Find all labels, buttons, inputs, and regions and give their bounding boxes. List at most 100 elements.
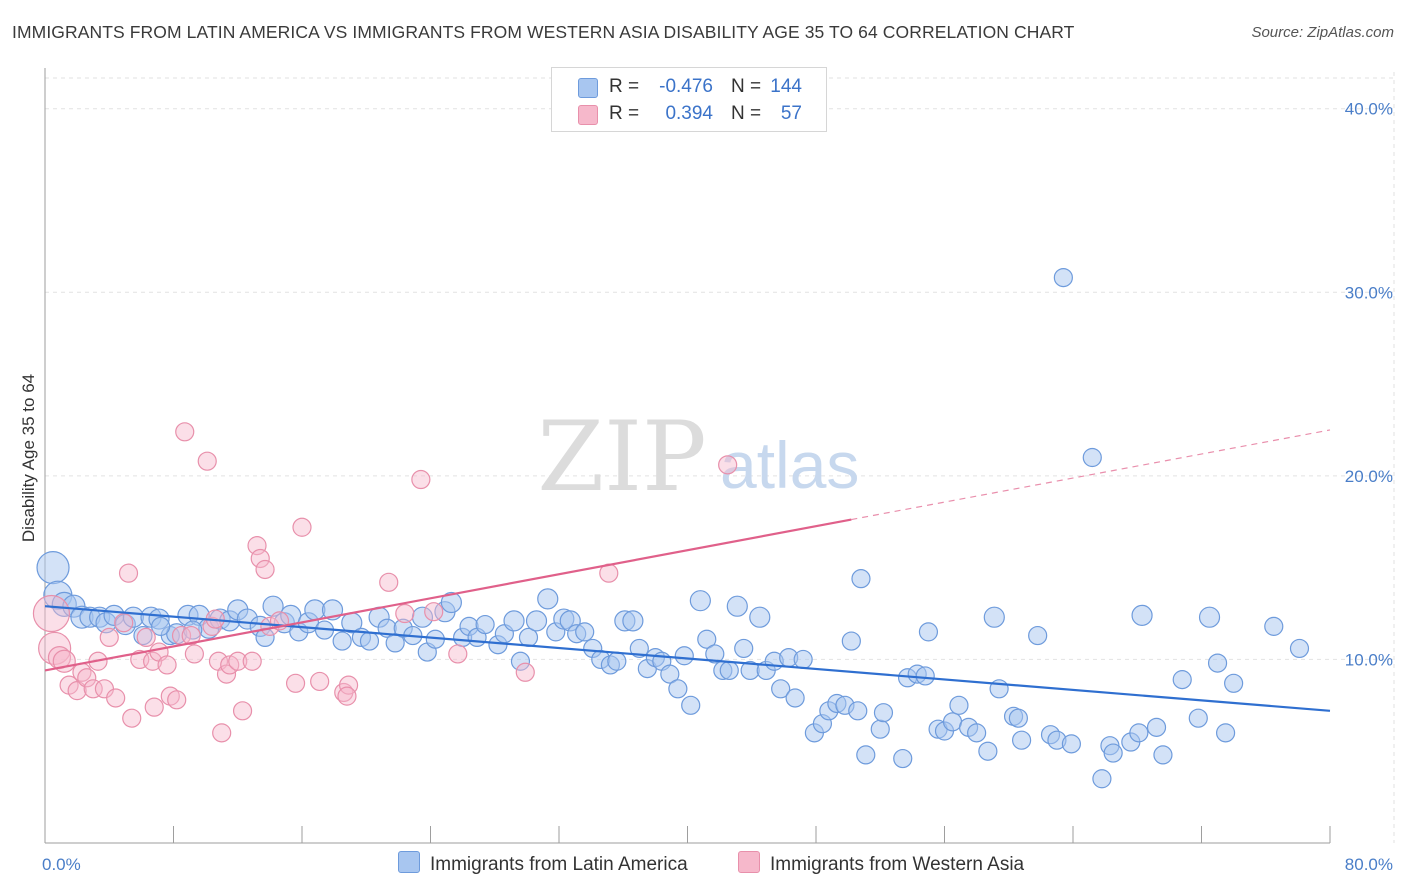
point-latin-america [978,741,998,761]
trend-lines [44,429,1331,712]
point-latin-america [1092,769,1112,789]
point-latin-america [262,595,284,617]
point-western-asia [136,627,156,648]
n-label: N = [731,76,762,97]
point-western-asia [77,668,97,688]
trend-line-western-asia-extension [851,429,1331,521]
point-latin-america [304,599,326,621]
point-latin-america [856,745,876,765]
y-tick-label: 20.0% [1345,467,1393,486]
point-latin-america [689,590,711,612]
point-latin-america [1215,723,1236,743]
point-western-asia [197,451,217,471]
point-western-asia [310,671,330,692]
point-western-asia [411,469,431,490]
point-latin-america [1153,745,1173,765]
point-latin-america [607,651,627,671]
legend-row-western-asia: R = 0.394 N = 57 [552,101,826,129]
legend-label: Immigrants from Latin America [430,854,688,875]
series-western-asia-points [32,422,738,743]
r-label: R = [609,76,640,97]
y-tick-label: 10.0% [1345,650,1393,669]
point-latin-america [1129,723,1149,743]
point-latin-america [503,610,525,632]
point-western-asia [32,594,71,633]
point-latin-america [1224,673,1244,693]
point-latin-america [1207,653,1228,673]
point-latin-america [1188,708,1208,728]
point-latin-america [848,701,868,721]
point-western-asia [118,563,139,583]
legend-swatch-blue [578,78,598,98]
point-western-asia [448,644,468,664]
point-latin-america [851,569,871,589]
point-latin-america [359,631,380,651]
n-label: N = [731,103,762,124]
point-latin-america [793,649,813,670]
point-western-asia [160,686,180,706]
point-latin-america [36,551,70,585]
point-western-asia [228,651,248,671]
point-latin-america [510,651,531,671]
point-western-asia [212,723,232,743]
point-western-asia [157,655,177,675]
point-latin-america [1264,616,1284,636]
point-latin-america [1172,670,1192,690]
trend-line-western-asia [44,518,852,672]
point-western-asia [718,455,738,475]
point-latin-america [133,625,153,646]
point-latin-america [1082,447,1102,468]
n-value: 144 [770,76,802,97]
point-latin-america [726,595,748,617]
point-western-asia [242,651,262,671]
point-latin-america [674,646,694,666]
r-value: -0.476 [659,76,713,97]
point-western-asia [38,631,72,666]
point-western-asia [122,708,142,728]
n-value: 57 [780,103,802,124]
point-latin-america [629,638,649,659]
r-label: R = [609,103,640,124]
point-latin-america [873,703,894,723]
y-tick-label: 30.0% [1345,283,1393,302]
point-western-asia [99,627,119,648]
point-western-asia [181,625,201,646]
point-latin-america [949,695,969,715]
r-value: 0.394 [665,103,713,124]
legend-swatch-pink [738,851,760,873]
point-latin-america [983,606,1005,628]
point-western-asia [167,690,187,710]
point-latin-america [719,660,739,681]
point-latin-america [668,679,688,699]
legend-item-western-asia[interactable]: Immigrants from Western Asia [738,851,1024,876]
point-latin-america [1198,606,1221,628]
point-western-asia [67,681,87,701]
point-latin-america [575,622,595,642]
watermark-zip: ZIP [537,401,706,513]
point-western-asia [424,602,444,622]
point-latin-america [734,638,754,659]
point-western-asia [184,644,204,664]
point-latin-america [660,664,680,684]
point-latin-america [681,695,701,715]
y-axis-title: Disability Age 35 to 64 [19,374,38,542]
point-latin-america [749,606,771,628]
point-western-asia [106,688,126,708]
point-latin-america [1008,708,1028,728]
point-western-asia [255,559,275,580]
point-western-asia [292,517,312,537]
point-latin-america [475,614,495,635]
point-western-asia [175,422,195,442]
point-western-asia [83,679,103,699]
point-latin-america [622,610,644,632]
legend-swatch-blue [398,851,420,873]
series-latin-america-points [36,268,1310,789]
point-latin-america [1011,730,1032,750]
axes [44,68,1331,844]
point-latin-america [870,719,890,739]
point-latin-america [1146,717,1167,737]
point-western-asia [144,697,164,717]
watermark-atlas: atlas [720,428,859,502]
legend-item-latin-america[interactable]: Immigrants from Latin America [398,851,688,876]
